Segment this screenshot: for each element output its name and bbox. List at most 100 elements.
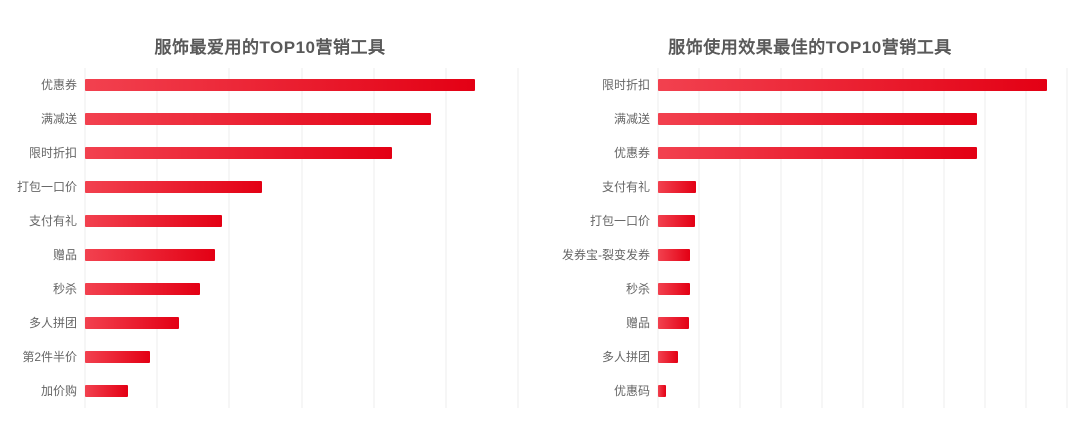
bar-track (658, 249, 1067, 261)
chart-row: 满减送 (0, 102, 518, 136)
gridline (902, 68, 904, 408)
category-label: 优惠券 (40, 78, 77, 92)
bar (85, 215, 223, 227)
bar (658, 385, 667, 397)
gridline (1066, 68, 1068, 408)
bar-rows: 优惠券满减送限时折扣打包一口价支付有礼赠品秒杀多人拼团第2件半价加价购 (0, 68, 518, 408)
bar (658, 249, 690, 261)
gridline (821, 68, 823, 408)
category-label: 发券宝-裂变发券 (562, 248, 650, 262)
gridline (739, 68, 741, 408)
bar-track (658, 385, 1067, 397)
bar-track (85, 249, 518, 261)
bar (658, 113, 978, 125)
bar-track (658, 215, 1067, 227)
gridline (84, 68, 86, 408)
chart-row: 发券宝-裂变发券 (540, 238, 1067, 272)
chart-row: 打包一口价 (540, 204, 1067, 238)
category-label: 多人拼团 (28, 316, 77, 330)
bar-track (658, 181, 1067, 193)
category-label: 限时折扣 (28, 146, 77, 160)
category-label: 满减送 (613, 112, 650, 126)
category-label: 打包一口价 (589, 214, 650, 228)
chart-row: 优惠码 (540, 374, 1067, 408)
bar-track (85, 317, 518, 329)
gridline (301, 68, 302, 408)
plot-area: 限时折扣满减送优惠券支付有礼打包一口价发券宝-裂变发券秒杀赠品多人拼团优惠码 (540, 68, 1068, 408)
bar (658, 351, 679, 363)
chart-row: 秒杀 (0, 272, 518, 306)
category-label: 多人拼团 (601, 350, 650, 364)
chart-row: 秒杀 (540, 272, 1067, 306)
gridline (862, 68, 863, 408)
category-label: 支付有礼 (28, 214, 77, 228)
gridline (156, 68, 158, 408)
bar (658, 215, 695, 227)
gridline (657, 68, 659, 408)
chart-row: 支付有礼 (540, 170, 1067, 204)
chart-row: 打包一口价 (0, 170, 518, 204)
category-label: 秒杀 (52, 282, 77, 296)
chart-row: 赠品 (540, 306, 1067, 340)
bar (85, 181, 262, 193)
bar-track (85, 283, 518, 295)
gridline (984, 68, 986, 408)
bar (85, 113, 432, 125)
bar (658, 181, 697, 193)
bar-track (85, 79, 518, 91)
bar (85, 147, 392, 159)
gridline (445, 68, 447, 408)
chart-top10-best-performing-marketing-tools: 服饰使用效果最佳的TOP10营销工具 限时折扣满减送优惠券支付有礼打包一口价发券… (540, 0, 1080, 448)
category-label: 第2件半价 (22, 350, 77, 364)
bar-track (658, 317, 1067, 329)
bar-track (658, 283, 1067, 295)
bar-track (85, 147, 518, 159)
bar-track (658, 351, 1067, 363)
chart-title: 服饰最爱用的TOP10营销工具 (154, 38, 386, 57)
bar (658, 147, 978, 159)
bar (658, 283, 690, 295)
chart-row: 优惠券 (540, 136, 1067, 170)
bar-track (85, 113, 518, 125)
bar (85, 79, 475, 91)
chart-row: 限时折扣 (540, 68, 1067, 102)
bar (658, 317, 690, 329)
gridline (1025, 68, 1027, 408)
chart-row: 限时折扣 (0, 136, 518, 170)
gridline (943, 68, 945, 408)
bar (658, 79, 1047, 91)
category-label: 满减送 (40, 112, 77, 126)
category-label: 支付有礼 (601, 180, 650, 194)
chart-row: 支付有礼 (0, 204, 518, 238)
bar-track (658, 147, 1067, 159)
bar-track (85, 385, 518, 397)
bar-rows: 限时折扣满减送优惠券支付有礼打包一口价发券宝-裂变发券秒杀赠品多人拼团优惠码 (540, 68, 1067, 408)
chart-row: 多人拼团 (0, 306, 518, 340)
chart-title: 服饰使用效果最佳的TOP10营销工具 (668, 38, 952, 57)
category-label: 秒杀 (625, 282, 650, 296)
category-label: 加价购 (40, 384, 77, 398)
gridline (228, 68, 230, 408)
gridline (698, 68, 700, 408)
bar (85, 283, 201, 295)
chart-row: 赠品 (0, 238, 518, 272)
gridline (373, 68, 375, 408)
bar-track (85, 215, 518, 227)
bar (85, 249, 215, 261)
category-label: 限时折扣 (601, 78, 650, 92)
gridline (780, 68, 782, 408)
bar-track (85, 351, 518, 363)
category-label: 打包一口价 (16, 180, 77, 194)
bar (85, 385, 129, 397)
plot-area: 优惠券满减送限时折扣打包一口价支付有礼赠品秒杀多人拼团第2件半价加价购 (0, 68, 519, 408)
chart-row: 优惠券 (0, 68, 518, 102)
chart-top10-most-used-marketing-tools: 服饰最爱用的TOP10营销工具 优惠券满减送限时折扣打包一口价支付有礼赠品秒杀多… (0, 38, 519, 408)
category-label: 优惠码 (613, 384, 650, 398)
bar-track (658, 113, 1067, 125)
gridline (517, 68, 519, 408)
chart-row: 满减送 (540, 102, 1067, 136)
bar-track (658, 79, 1067, 91)
category-label: 赠品 (52, 248, 77, 262)
bar (85, 317, 179, 329)
